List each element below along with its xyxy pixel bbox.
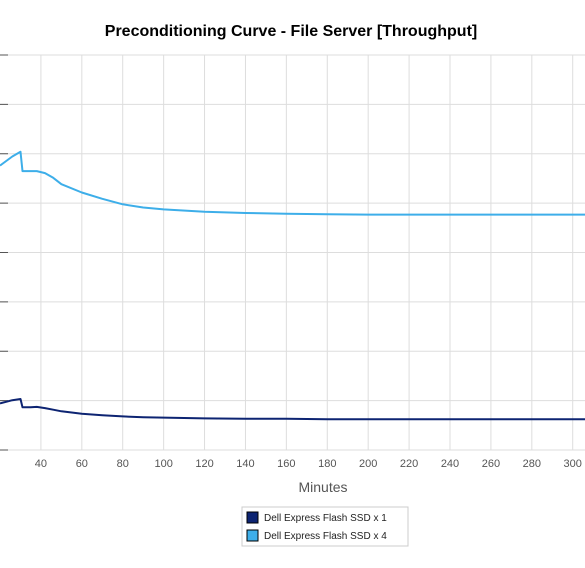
x-tick-label: 140	[236, 458, 254, 470]
x-tick-label: 180	[318, 458, 336, 470]
x-tick-label: 160	[277, 458, 295, 470]
x-tick-label: 220	[400, 458, 418, 470]
x-tick-label: 240	[441, 458, 459, 470]
legend-swatch-ssd-x1	[246, 511, 259, 524]
legend-box	[241, 506, 409, 547]
x-tick-label: 40	[35, 458, 47, 470]
legend: Dell Express Flash SSD x 1 Dell Express …	[241, 506, 409, 547]
x-tick-label: 60	[76, 458, 88, 470]
x-tick-label: 100	[154, 458, 172, 470]
series-line-ssd-x1	[0, 398, 585, 421]
legend-label-ssd-x1: Dell Express Flash SSD x 1	[264, 513, 387, 524]
x-tick-label: 260	[482, 458, 500, 470]
series-layer	[0, 150, 585, 421]
x-tick-label: 200	[359, 458, 377, 470]
x-tick-label: 120	[195, 458, 213, 470]
series-line-ssd-x4	[0, 150, 585, 216]
x-tick-label: 280	[523, 458, 541, 470]
x-axis-ticks: 40 60 80 100 120 140 160 180 200 220 240 260 280 300	[35, 458, 582, 470]
x-axis-title: Minutes	[298, 479, 347, 495]
chart-title: Preconditioning Curve - File Server [Thr…	[105, 23, 477, 40]
legend-label-ssd-x4: Dell Express Flash SSD x 4	[264, 531, 387, 542]
x-tick-label: 300	[564, 458, 582, 470]
x-tick-label: 80	[117, 458, 129, 470]
legend-swatch-ssd-x4	[246, 529, 259, 542]
grid	[0, 54, 585, 451]
